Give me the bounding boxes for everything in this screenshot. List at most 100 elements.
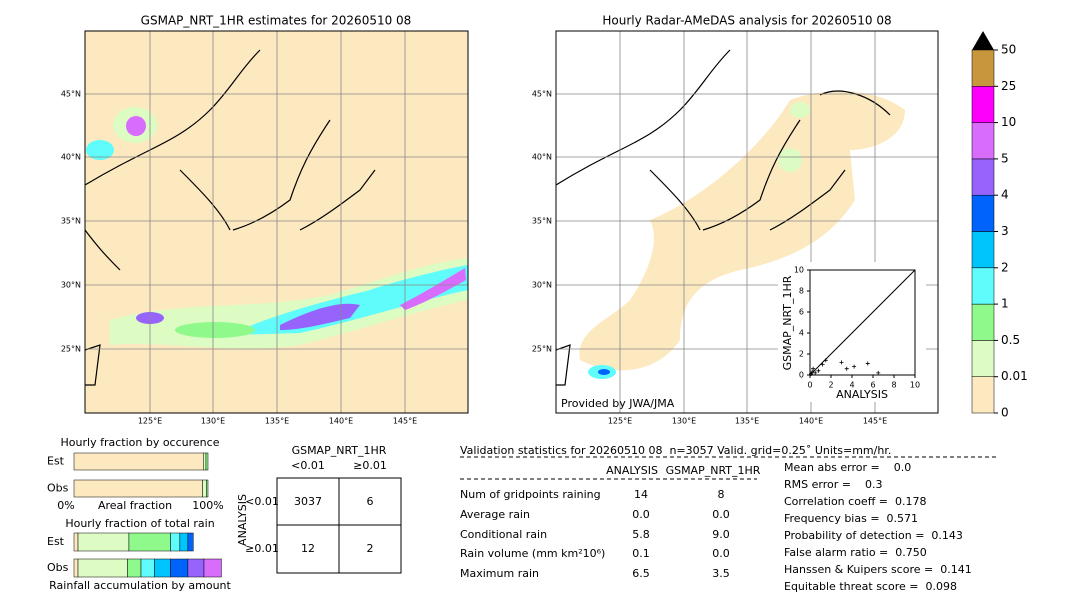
colorbar-segment	[971, 86, 995, 123]
colorbar-segment	[971, 122, 995, 160]
colorbar-label: 50	[1001, 43, 1016, 57]
scatter-point	[810, 369, 815, 374]
score: Hanssen & Kuipers score = 0.141	[784, 563, 972, 576]
inset-background	[778, 262, 926, 402]
chart-title: Hourly fraction of total rain	[65, 517, 214, 530]
inset-frame	[809, 269, 916, 376]
lon-label: 140°E	[799, 417, 823, 426]
scatter-point	[811, 366, 816, 371]
colorbar-label: 2	[1001, 260, 1009, 274]
colorbar-segment	[971, 340, 995, 377]
row-label: Obs	[47, 561, 69, 574]
scatter-point	[876, 370, 881, 375]
stat-value: 0.0	[632, 508, 650, 521]
row-label: Obs	[47, 482, 69, 495]
colorbar-label: 10	[1001, 115, 1016, 129]
y-tick-label: 0	[799, 371, 804, 380]
fraction-segment	[170, 532, 181, 552]
lon-label: 125°E	[608, 417, 632, 426]
table-cell: 6	[367, 495, 374, 508]
lon-label: 130°E	[672, 417, 696, 426]
lon-label: 140°E	[329, 417, 353, 426]
row-label: Rain volume (mm km²10⁶)	[460, 547, 605, 560]
stat-value: 9.0	[712, 528, 730, 541]
fraction-segment	[127, 558, 142, 578]
table-title: GSMAP_NRT_1HR	[292, 444, 387, 457]
score: RMS error = 0.3	[784, 478, 882, 491]
x-tick-label: 10	[910, 381, 920, 390]
y-tick-label: 2	[799, 350, 804, 359]
fraction-segment	[154, 558, 171, 578]
colorbar-segment	[971, 158, 995, 196]
row-header: ≥0.01	[245, 542, 279, 555]
col-header: GSMAP_NRT_1HR	[666, 464, 761, 477]
map-frame	[555, 30, 939, 414]
colorbar-segment	[971, 376, 995, 414]
score: Mean abs error = 0.0	[784, 461, 911, 474]
lat-label: 25°N	[532, 345, 552, 354]
lon-label: 145°E	[863, 417, 887, 426]
colorbar-label: 3	[1001, 224, 1009, 238]
y-axis-label: GSMAP_NRT_1HR	[781, 275, 794, 370]
scatter-point	[852, 364, 857, 369]
score: Correlation coeff = 0.178	[784, 495, 926, 508]
lon-label: 135°E	[735, 417, 759, 426]
fraction-segment	[128, 532, 171, 552]
coastlines	[555, 49, 891, 386]
score: False alarm ratio = 0.750	[784, 546, 927, 559]
fraction-segment	[202, 479, 207, 498]
colorbar-label: 1	[1001, 297, 1009, 311]
map-frame	[84, 30, 469, 414]
fraction-segment	[206, 479, 209, 498]
colorbar-label: 0.01	[1001, 369, 1028, 383]
stat-value: 6.5	[632, 567, 650, 580]
lat-label: 45°N	[532, 90, 552, 99]
colorbar-label: 4	[1001, 188, 1009, 202]
lon-label: 130°E	[201, 417, 225, 426]
fraction-segment	[187, 558, 205, 578]
scatter-point	[816, 368, 821, 373]
map-background	[85, 31, 468, 413]
fraction-segment	[73, 452, 204, 471]
stat-value: 0.1	[632, 547, 650, 560]
fraction-segment	[203, 558, 222, 578]
x-tick-label: 0	[807, 381, 812, 390]
x-tick-label: 8	[891, 381, 896, 390]
map-title: GSMAP_NRT_1HR estimates for 20260510 08	[141, 14, 412, 28]
y-tick-label: 8	[799, 287, 804, 296]
stats-header: Validation statistics for 20260510 08 n=…	[460, 444, 891, 457]
table-cell: 3037	[294, 495, 322, 508]
chart-footer: Rainfall accumulation by amount	[49, 579, 231, 592]
axis-label: Areal fraction	[98, 499, 172, 512]
x-tick-label: 6	[870, 381, 875, 390]
fraction-segment	[187, 532, 194, 552]
col-header: ≥0.01	[353, 459, 387, 472]
colorbar-segment	[971, 231, 995, 269]
fraction-segment	[140, 558, 155, 578]
fraction-segment	[77, 532, 130, 552]
fraction-segment	[170, 558, 189, 578]
colorbar-label: 5	[1001, 151, 1009, 165]
stat-value: 8	[718, 488, 725, 501]
lat-label: 30°N	[532, 281, 552, 290]
fraction-segment	[73, 558, 79, 578]
fraction-segment	[73, 532, 79, 552]
lat-label: 45°N	[61, 90, 81, 99]
row-label: Maximum rain	[460, 567, 539, 580]
scatter-point	[823, 358, 828, 363]
colorbar-segment	[971, 267, 995, 305]
fraction-segment	[179, 532, 189, 552]
row-label: Est	[47, 455, 65, 468]
stat-value: 0.0	[712, 547, 730, 560]
fraction-segment	[77, 558, 128, 578]
colorbar-extend	[972, 31, 994, 50]
lon-label: 125°E	[138, 417, 162, 426]
scatter-point	[813, 370, 818, 375]
lat-label: 25°N	[61, 345, 81, 354]
colorbar-label: 25	[1001, 79, 1016, 93]
y-tick-label: 10	[794, 266, 804, 275]
axis-label: 0%	[57, 499, 74, 512]
stat-value: 0.0	[712, 508, 730, 521]
diagonal	[809, 269, 916, 376]
scatter-point	[865, 361, 870, 366]
